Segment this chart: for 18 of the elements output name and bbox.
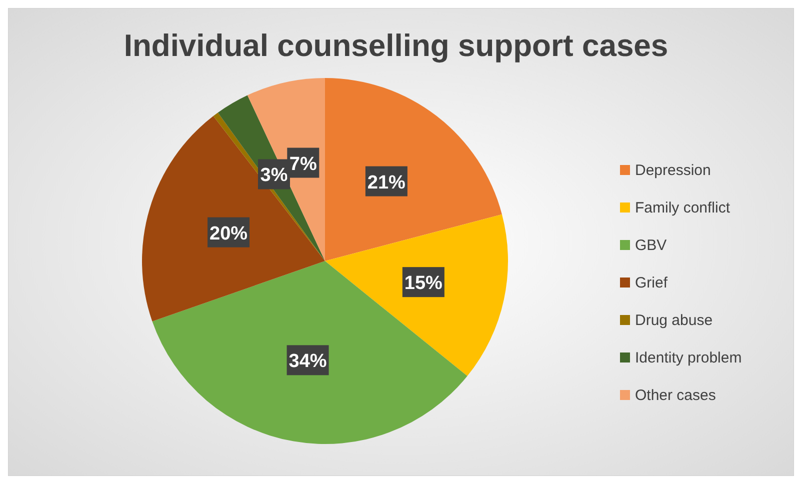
legend-label: Drug abuse xyxy=(635,312,713,329)
legend-label: Other cases xyxy=(635,387,716,404)
data-label: 15% xyxy=(404,273,443,294)
data-label: 20% xyxy=(210,223,248,244)
chart-title: Individual counselling support cases xyxy=(124,28,668,63)
legend-label: Depression xyxy=(635,162,711,179)
legend-label: Grief xyxy=(635,274,668,292)
pie-slice xyxy=(325,214,508,376)
legend-label: GBV xyxy=(635,237,667,254)
pie-slice xyxy=(142,116,325,322)
data-label: 3% xyxy=(260,165,288,186)
data-label: 34% xyxy=(288,351,327,372)
data-label: 7% xyxy=(289,154,317,175)
data-label: 21% xyxy=(367,172,406,194)
pie-slice xyxy=(325,78,502,261)
legend-label: Family conflict xyxy=(635,200,731,216)
legend-label: Identity problem xyxy=(635,350,742,366)
pie-slice xyxy=(152,261,468,444)
